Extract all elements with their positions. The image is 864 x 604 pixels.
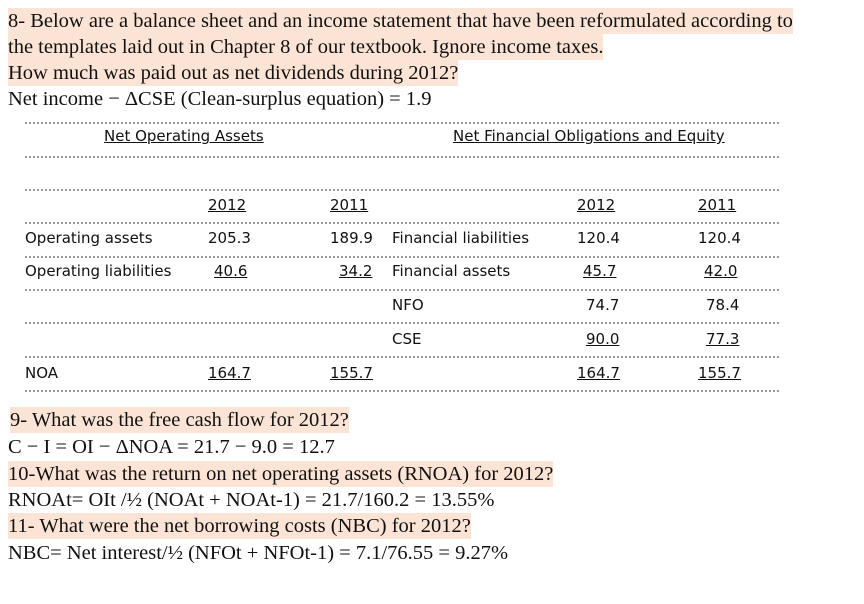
- cell: 77.3: [706, 330, 740, 348]
- cell: 120.4: [698, 229, 741, 247]
- answer-line: RNOAt= OIt /½ (NOAt + NOAt-1) = 21.7/160…: [8, 489, 495, 511]
- dotted-rule: [25, 256, 779, 258]
- cell: 164.7: [208, 364, 251, 382]
- dotted-rule: [25, 122, 779, 124]
- year-header: 2011: [330, 196, 369, 214]
- cell: 90.0: [586, 330, 620, 348]
- cell: 164.7: [577, 364, 620, 382]
- question-line: 11- What were the net borrowing costs (N…: [8, 513, 471, 539]
- cell: 34.2: [339, 262, 373, 280]
- answer-line: C − I = OI − ΔNOA = 21.7 − 9.0 = 12.7: [8, 436, 335, 458]
- dotted-rule: [25, 390, 779, 392]
- dotted-rule: [25, 222, 779, 224]
- cell: 74.7: [586, 296, 620, 314]
- row-label: NOA: [25, 364, 59, 382]
- row-label: NFO: [392, 296, 424, 314]
- cell: 205.3: [208, 229, 251, 247]
- dotted-rule: [25, 289, 779, 291]
- table-header: Net Operating Assets: [104, 127, 264, 145]
- dotted-rule: [25, 189, 779, 191]
- question-line: the templates laid out in Chapter 8 of o…: [8, 34, 604, 60]
- dotted-rule: [25, 156, 779, 158]
- cell: 155.7: [698, 364, 741, 382]
- question-line: 8- Below are a balance sheet and an inco…: [8, 8, 793, 34]
- row-label: CSE: [392, 330, 422, 348]
- row-label: Operating liabilities: [25, 262, 172, 280]
- cell: 120.4: [577, 229, 620, 247]
- answer-line: NBC= Net interest/½ (NFOt + NFOt-1) = 7.…: [8, 542, 509, 564]
- cell: 40.6: [214, 262, 248, 280]
- table-header: Net Financial Obligations and Equity: [453, 127, 725, 145]
- year-header: 2012: [208, 196, 247, 214]
- row-label: Financial liabilities: [392, 229, 530, 247]
- dotted-rule: [25, 322, 779, 324]
- year-header: 2012: [577, 196, 616, 214]
- year-header: 2011: [698, 196, 737, 214]
- row-label: Operating assets: [25, 229, 153, 247]
- cell: 78.4: [706, 296, 740, 314]
- dotted-rule: [25, 356, 779, 358]
- answer-line: Net income − ΔCSE (Clean-surplus equatio…: [8, 88, 432, 110]
- cell: 45.7: [583, 262, 617, 280]
- row-label: Financial assets: [392, 262, 511, 280]
- cell: 155.7: [330, 364, 373, 382]
- question-line: 9- What was the free cash flow for 2012?: [10, 407, 349, 433]
- cell: 42.0: [704, 262, 738, 280]
- question-line: 10-What was the return on net operating …: [8, 461, 554, 487]
- cell: 189.9: [330, 229, 373, 247]
- question-line: How much was paid out as net dividends d…: [8, 60, 459, 86]
